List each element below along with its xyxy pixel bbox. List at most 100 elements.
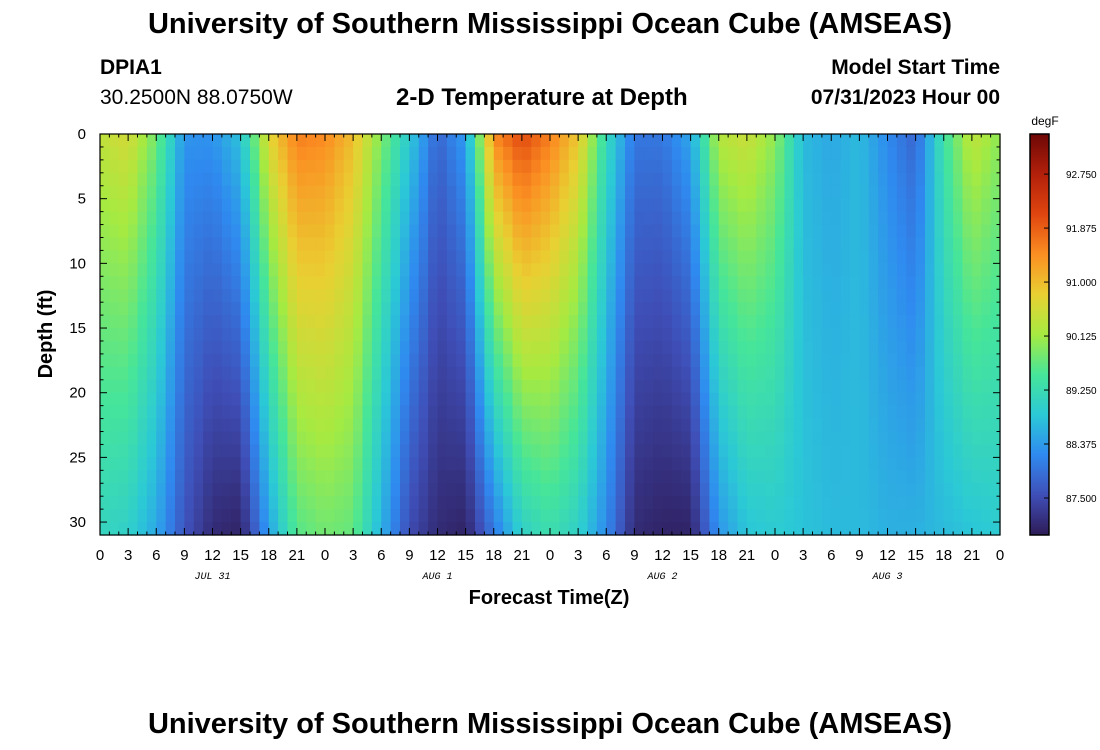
- heatmap-cell: [400, 457, 410, 471]
- heatmap-cell: [765, 522, 776, 536]
- heatmap-cell: [868, 315, 879, 329]
- heatmap-cell: [109, 185, 120, 200]
- heatmap-cell: [625, 431, 635, 446]
- heatmap-cell: [831, 483, 842, 497]
- heatmap-cell: [175, 483, 185, 497]
- heatmap-cell: [765, 198, 776, 213]
- heatmap-cell: [915, 457, 926, 471]
- heatmap-cell: [728, 289, 739, 303]
- heatmap-cell: [493, 509, 504, 523]
- heatmap-cell: [568, 172, 579, 187]
- day-label: AUG 2: [646, 572, 677, 583]
- heatmap-cell: [953, 353, 964, 368]
- heatmap-cell: [212, 289, 223, 303]
- heatmap-cell: [784, 224, 795, 239]
- heatmap-cell: [146, 315, 157, 329]
- heatmap-cell: [437, 159, 448, 174]
- heatmap-cell: [625, 276, 635, 290]
- heatmap-cell: [203, 134, 214, 148]
- heatmap-cell: [578, 470, 589, 484]
- heatmap-cell: [962, 340, 973, 355]
- heatmap-cell: [550, 289, 560, 303]
- heatmap-cell: [868, 198, 879, 213]
- heatmap-cell: [925, 185, 935, 200]
- heatmap-cell: [962, 302, 973, 316]
- heatmap-cell: [512, 159, 523, 174]
- heatmap-cell: [709, 224, 720, 239]
- heatmap-cell: [821, 250, 832, 264]
- heatmap-cell: [578, 366, 589, 381]
- heatmap-cell: [943, 457, 954, 471]
- heatmap-cell: [418, 134, 429, 148]
- heatmap-cell: [850, 237, 860, 252]
- heatmap-cell: [718, 159, 729, 174]
- heatmap-cell: [793, 444, 804, 458]
- heatmap-cell: [578, 405, 589, 420]
- heatmap-cell: [465, 522, 476, 536]
- heatmap-cell: [896, 522, 907, 536]
- heatmap-cell: [250, 366, 260, 381]
- heatmap-cell: [493, 250, 504, 264]
- x-tick-label: 21: [964, 547, 981, 564]
- heatmap-cell: [793, 392, 804, 407]
- heatmap-cell: [596, 366, 607, 381]
- heatmap-cell: [568, 185, 579, 200]
- heatmap-cell: [943, 172, 954, 187]
- heatmap-cell: [700, 405, 710, 420]
- heatmap-cell: [353, 250, 364, 264]
- heatmap-cell: [512, 185, 523, 200]
- heatmap-cell: [493, 276, 504, 290]
- heatmap-cell: [231, 302, 242, 316]
- heatmap-cell: [934, 483, 945, 497]
- heatmap-cell: [962, 185, 973, 200]
- heatmap-cell: [953, 522, 964, 536]
- heatmap-cell: [878, 224, 889, 239]
- heatmap-cell: [400, 496, 410, 510]
- heatmap-cell: [812, 496, 823, 510]
- heatmap-cell: [343, 159, 354, 174]
- heatmap-cell: [868, 302, 879, 316]
- heatmap-cell: [381, 250, 392, 264]
- heatmap-cell: [137, 328, 148, 342]
- heatmap-cell: [568, 522, 579, 536]
- heatmap-cell: [456, 250, 467, 264]
- x-tick-label: 0: [96, 547, 104, 564]
- heatmap-cell: [737, 328, 748, 342]
- heatmap-cell: [925, 392, 935, 407]
- heatmap-cell: [531, 237, 542, 252]
- heatmap-cell: [615, 431, 626, 446]
- heatmap-cell: [784, 483, 795, 497]
- heatmap-cell: [606, 509, 617, 523]
- heatmap-cell: [540, 379, 551, 394]
- heatmap-cell: [409, 496, 420, 510]
- heatmap-cell: [653, 405, 664, 420]
- heatmap-cell: [371, 237, 382, 252]
- heatmap-cell: [212, 431, 223, 446]
- heatmap-cell: [203, 224, 214, 239]
- heatmap-cell: [250, 185, 260, 200]
- heatmap-cell: [840, 263, 851, 277]
- heatmap-cell: [156, 431, 167, 446]
- heatmap-cell: [550, 211, 560, 226]
- heatmap-cell: [578, 418, 589, 433]
- heatmap-cell: [484, 418, 495, 433]
- heatmap-cell: [259, 457, 270, 471]
- heatmap-cell: [175, 276, 185, 290]
- heatmap-cell: [409, 263, 420, 277]
- heatmap-cell: [203, 431, 214, 446]
- heatmap-cell: [418, 392, 429, 407]
- heatmap-cell: [512, 483, 523, 497]
- heatmap-cell: [840, 431, 851, 446]
- heatmap-cell: [775, 431, 785, 446]
- heatmap-cell: [831, 522, 842, 536]
- heatmap-cell: [793, 315, 804, 329]
- heatmap-cell: [943, 405, 954, 420]
- heatmap-cell: [100, 237, 110, 252]
- heatmap-cell: [268, 457, 279, 471]
- heatmap-cell: [540, 340, 551, 355]
- heatmap-cell: [690, 496, 701, 510]
- heatmap-cell: [887, 198, 898, 213]
- heatmap-cell: [700, 353, 710, 368]
- heatmap-cell: [587, 250, 598, 264]
- heatmap-cell: [587, 392, 598, 407]
